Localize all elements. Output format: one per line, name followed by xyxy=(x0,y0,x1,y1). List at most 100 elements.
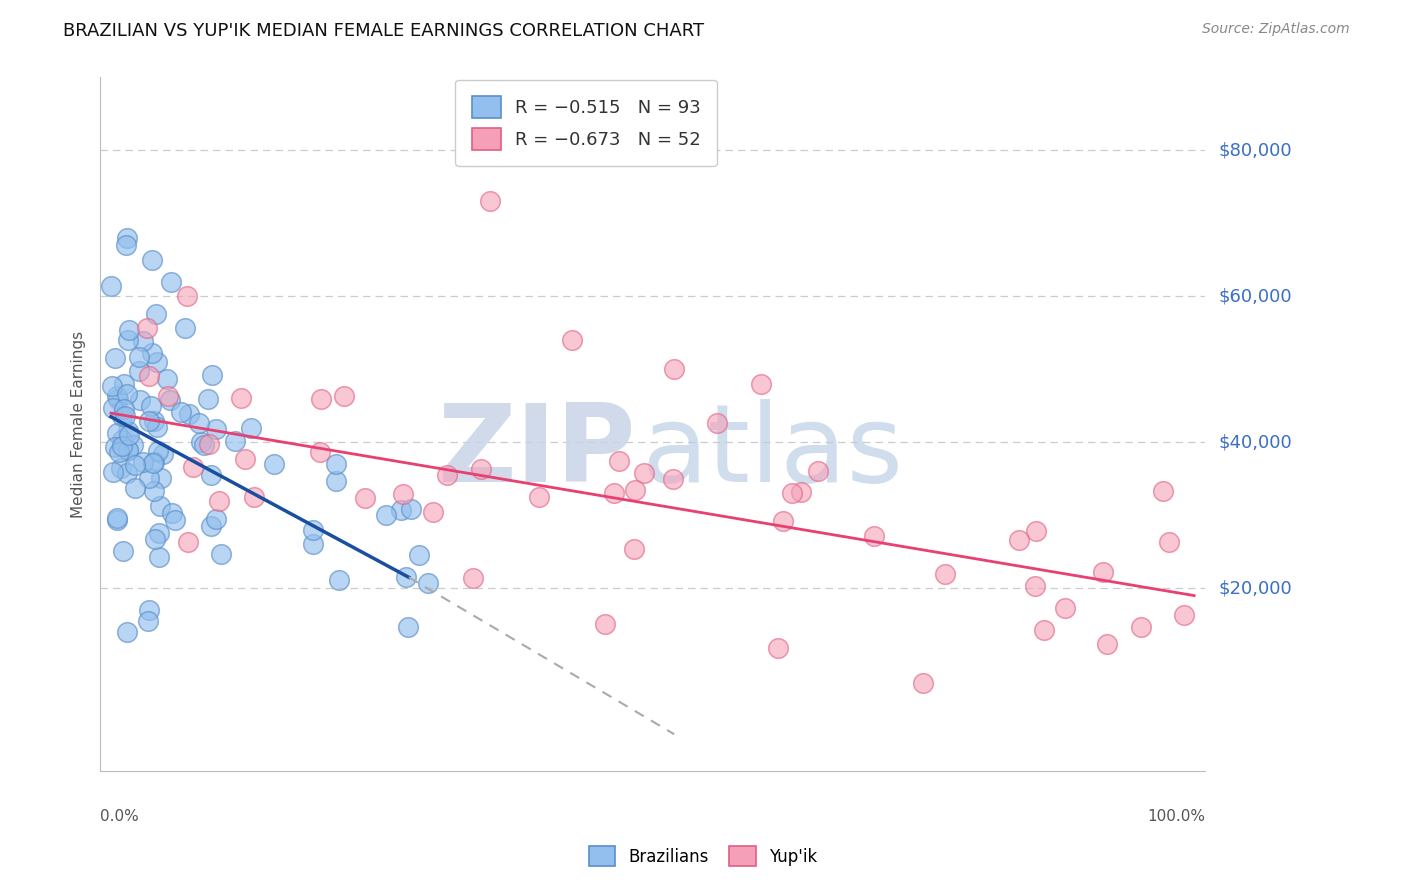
Legend: Brazilians, Yup'ik: Brazilians, Yup'ik xyxy=(581,838,825,875)
Point xyxy=(143,414,166,428)
Point xyxy=(527,490,550,504)
Point xyxy=(436,468,458,483)
Point xyxy=(142,456,165,470)
Point xyxy=(1173,607,1195,622)
Point xyxy=(138,603,160,617)
Point xyxy=(110,460,132,475)
Point xyxy=(148,526,170,541)
Point xyxy=(201,368,224,383)
Point xyxy=(107,392,129,406)
Point xyxy=(104,351,127,366)
Point xyxy=(101,401,124,415)
Point xyxy=(112,544,135,558)
Point xyxy=(389,503,412,517)
Point xyxy=(156,372,179,386)
Point xyxy=(114,409,136,423)
Point xyxy=(479,194,502,209)
Point xyxy=(129,392,152,407)
Point xyxy=(101,379,124,393)
Text: 100.0%: 100.0% xyxy=(1147,809,1205,824)
Point xyxy=(138,369,160,384)
Point xyxy=(197,392,219,406)
Point xyxy=(169,405,191,419)
Point xyxy=(111,439,134,453)
Point xyxy=(766,641,789,656)
Point xyxy=(146,443,169,458)
Legend: R = −0.515   N = 93, R = −0.673   N = 52: R = −0.515 N = 93, R = −0.673 N = 52 xyxy=(456,79,717,166)
Point xyxy=(1092,565,1115,579)
Point xyxy=(1032,624,1054,638)
Point xyxy=(181,459,204,474)
Point xyxy=(177,534,200,549)
Point xyxy=(104,440,127,454)
Point xyxy=(204,421,226,435)
Point xyxy=(163,512,186,526)
Point xyxy=(135,320,157,334)
Text: $20,000: $20,000 xyxy=(1219,579,1292,598)
Point xyxy=(177,407,200,421)
Point xyxy=(302,523,325,537)
Text: $60,000: $60,000 xyxy=(1219,287,1292,305)
Point xyxy=(146,420,169,434)
Point xyxy=(174,320,197,334)
Text: $80,000: $80,000 xyxy=(1219,142,1292,160)
Point xyxy=(706,416,728,430)
Point xyxy=(193,437,215,451)
Point xyxy=(772,514,794,528)
Point xyxy=(233,452,256,467)
Point xyxy=(132,455,155,469)
Point xyxy=(124,481,146,495)
Point xyxy=(112,401,135,416)
Point xyxy=(156,389,179,403)
Point xyxy=(128,364,150,378)
Point xyxy=(470,461,492,475)
Point xyxy=(396,619,419,633)
Point xyxy=(142,483,165,498)
Point xyxy=(115,387,138,401)
Point xyxy=(309,392,332,407)
Point xyxy=(128,350,150,364)
Point xyxy=(302,537,325,551)
Point xyxy=(1159,535,1181,549)
Point xyxy=(138,471,160,485)
Point xyxy=(208,493,231,508)
Point xyxy=(141,252,163,267)
Point xyxy=(141,346,163,360)
Point xyxy=(115,231,138,245)
Point xyxy=(111,409,134,423)
Text: atlas: atlas xyxy=(641,399,904,505)
Point xyxy=(117,466,139,480)
Point xyxy=(117,424,139,438)
Text: 0.0%: 0.0% xyxy=(100,809,139,824)
Point xyxy=(176,289,198,303)
Point xyxy=(240,421,263,435)
Point xyxy=(111,433,134,447)
Point xyxy=(117,323,139,337)
Point xyxy=(138,614,160,628)
Point xyxy=(132,334,155,348)
Point xyxy=(263,458,285,472)
Point xyxy=(243,490,266,504)
Point xyxy=(229,391,252,405)
Text: BRAZILIAN VS YUP'IK MEDIAN FEMALE EARNINGS CORRELATION CHART: BRAZILIAN VS YUP'IK MEDIAN FEMALE EARNIN… xyxy=(63,22,704,40)
Point xyxy=(159,393,181,408)
Point xyxy=(1053,601,1076,615)
Point xyxy=(780,486,803,500)
Point xyxy=(200,519,222,533)
Point xyxy=(325,458,347,472)
Y-axis label: Median Female Earnings: Median Female Earnings xyxy=(72,331,86,517)
Point xyxy=(593,616,616,631)
Point xyxy=(224,434,246,449)
Point xyxy=(1025,524,1047,539)
Point xyxy=(749,376,772,391)
Point xyxy=(101,465,124,479)
Point xyxy=(198,437,221,451)
Point xyxy=(200,467,222,482)
Point xyxy=(187,416,209,430)
Point xyxy=(142,455,165,469)
Point xyxy=(190,435,212,450)
Text: $40,000: $40,000 xyxy=(1219,434,1292,451)
Point xyxy=(602,485,624,500)
Point xyxy=(862,529,884,543)
Point xyxy=(117,443,139,458)
